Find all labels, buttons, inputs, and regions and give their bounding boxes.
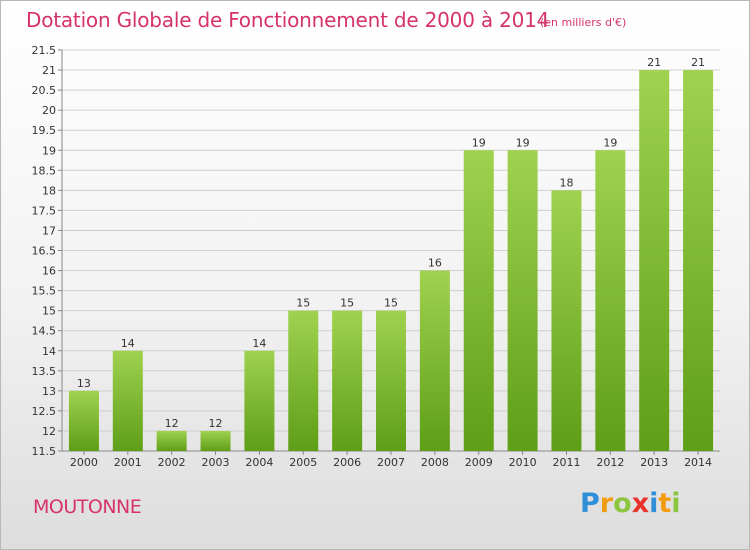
bar-value-label: 19 bbox=[472, 136, 486, 149]
y-tick-label: 13 bbox=[42, 385, 56, 398]
bar-value-label: 21 bbox=[647, 56, 661, 69]
y-tick-label: 15.5 bbox=[32, 285, 57, 298]
x-tick-labels: 2000 2001 2002 2003 2004 2005 2006 2007 2008 2009… bbox=[70, 456, 712, 469]
x-tick-label: 2007 bbox=[377, 456, 405, 469]
y-tick-label: 11.5 bbox=[32, 445, 57, 458]
y-tick-label: 20 bbox=[42, 104, 56, 117]
bar bbox=[463, 150, 494, 451]
commune-name: MOUTONNE bbox=[33, 496, 142, 518]
x-tick-label: 2003 bbox=[202, 456, 230, 469]
y-tick-label: 14 bbox=[42, 345, 56, 358]
y-tick-label: 15 bbox=[42, 305, 56, 318]
y-tick-label: 18 bbox=[42, 184, 56, 197]
bar-value-label: 19 bbox=[516, 136, 530, 149]
chart-subtitle: (en milliers d'€) bbox=[540, 16, 627, 29]
x-tick-label: 2002 bbox=[158, 456, 186, 469]
y-tick-label: 17.5 bbox=[32, 204, 57, 217]
logo-letter: i bbox=[649, 488, 659, 519]
y-tick-label: 12.5 bbox=[32, 405, 57, 418]
y-tick-label: 14.5 bbox=[32, 325, 57, 338]
x-tick-label: 2000 bbox=[70, 456, 98, 469]
x-tick-label: 2001 bbox=[114, 456, 142, 469]
x-tick-label: 2008 bbox=[421, 456, 449, 469]
y-tick-label: 17 bbox=[42, 224, 56, 237]
bar-value-label: 18 bbox=[559, 176, 573, 189]
bar-value-label: 15 bbox=[384, 297, 398, 310]
logo-letter: i bbox=[671, 488, 681, 519]
bar-value-label: 12 bbox=[165, 417, 179, 430]
y-tick-labels: 11.5 12 12.5 13 13.5 14 14.5 15 15.5 16 16.5 17 17.5… bbox=[32, 44, 57, 458]
bar-value-label: 13 bbox=[77, 377, 91, 390]
x-tick-label: 2013 bbox=[640, 456, 668, 469]
y-tick-label: 20.5 bbox=[32, 84, 57, 97]
y-tick-label: 16 bbox=[42, 265, 56, 278]
bar bbox=[288, 310, 319, 451]
x-tick-label: 2011 bbox=[552, 456, 580, 469]
logo-letter: t bbox=[658, 488, 672, 519]
x-tick-label: 2005 bbox=[289, 456, 317, 469]
bar bbox=[112, 350, 143, 451]
bar bbox=[507, 150, 538, 451]
chart-title: Dotation Globale de Fonctionnement de 20… bbox=[26, 8, 550, 32]
y-tick-label: 21.5 bbox=[32, 44, 57, 57]
x-tick-label: 2014 bbox=[684, 456, 712, 469]
bar bbox=[156, 430, 187, 451]
logo-letter: o bbox=[613, 488, 632, 519]
bar-value-label: 19 bbox=[603, 136, 617, 149]
bar-value-label: 12 bbox=[209, 417, 223, 430]
bar bbox=[244, 350, 275, 451]
y-tick-label: 13.5 bbox=[32, 365, 57, 378]
logo-letter: P bbox=[580, 488, 600, 519]
x-tick-label: 2012 bbox=[596, 456, 624, 469]
bar-value-label: 15 bbox=[296, 297, 310, 310]
x-tick-label: 2009 bbox=[465, 456, 493, 469]
x-tick-label: 2006 bbox=[333, 456, 361, 469]
bars bbox=[68, 70, 714, 452]
bar bbox=[200, 430, 231, 451]
bar bbox=[639, 70, 670, 452]
x-tick-label: 2010 bbox=[509, 456, 537, 469]
bar-value-label: 14 bbox=[252, 337, 266, 350]
y-tick-label: 16.5 bbox=[32, 245, 57, 258]
bar bbox=[595, 150, 626, 451]
y-tick-label: 18.5 bbox=[32, 164, 57, 177]
bar-value-labels: 13 14 12 12 14 15 15 15 16 19 19 18 19 21 21 bbox=[77, 56, 705, 430]
bar bbox=[683, 70, 714, 452]
logo-letter: r bbox=[599, 488, 614, 519]
bar bbox=[419, 270, 450, 451]
bar-value-label: 14 bbox=[121, 337, 135, 350]
bar bbox=[68, 390, 99, 451]
bar-value-label: 16 bbox=[428, 257, 442, 270]
bar bbox=[376, 310, 406, 451]
y-tick-label: 19 bbox=[42, 144, 56, 157]
logo-letter: x bbox=[631, 488, 650, 519]
proxiti-logo: Proxiti bbox=[580, 488, 681, 519]
bar bbox=[551, 190, 582, 451]
bar bbox=[332, 310, 363, 451]
bar-value-label: 21 bbox=[691, 56, 705, 69]
y-tick-label: 12 bbox=[42, 425, 56, 438]
x-tick-label: 2004 bbox=[245, 456, 273, 469]
y-tick-label: 19.5 bbox=[32, 124, 57, 137]
y-tick-label: 21 bbox=[42, 64, 56, 77]
bar-value-label: 15 bbox=[340, 297, 354, 310]
